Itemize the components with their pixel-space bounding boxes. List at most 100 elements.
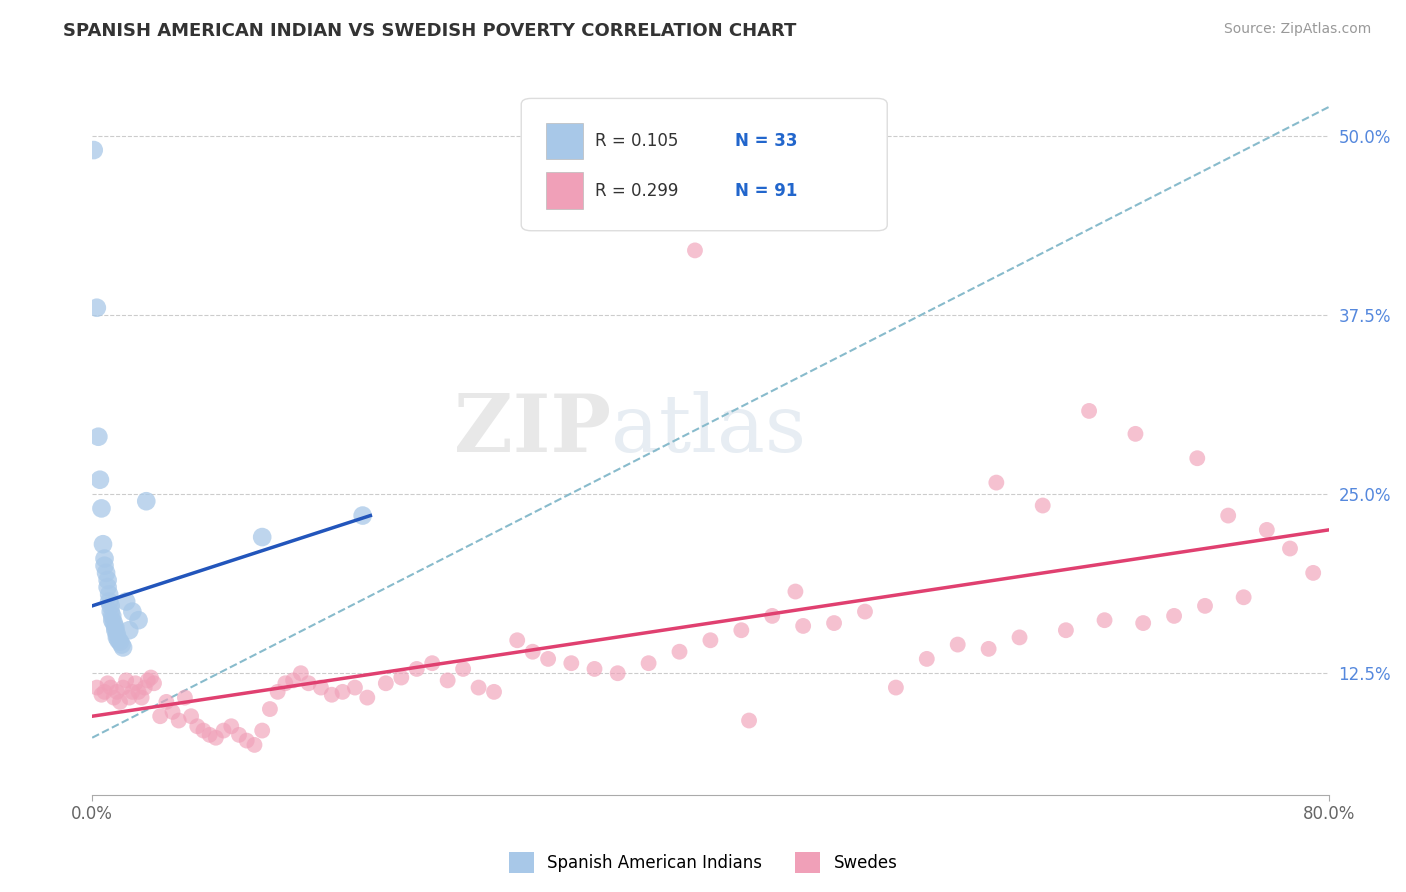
Point: [583, 662, 606, 676]
Point: [219, 719, 242, 733]
Point: [124, 676, 146, 690]
Point: [482, 685, 505, 699]
Point: [97, 573, 120, 587]
Point: [104, 624, 127, 638]
Point: [131, 690, 153, 705]
Point: [537, 652, 560, 666]
Point: [118, 624, 141, 638]
Point: [103, 616, 125, 631]
Point: [90, 501, 112, 516]
Point: [451, 662, 474, 676]
Point: [149, 709, 172, 723]
Point: [506, 633, 529, 648]
Point: [792, 619, 814, 633]
Point: [1032, 499, 1054, 513]
Point: [332, 685, 354, 699]
Point: [761, 608, 783, 623]
Point: [100, 599, 122, 613]
Point: [374, 676, 396, 690]
Point: [823, 616, 845, 631]
Text: R = 0.299: R = 0.299: [595, 182, 679, 200]
Point: [87, 430, 110, 444]
Point: [637, 656, 659, 670]
Point: [343, 681, 366, 695]
Point: [103, 690, 125, 705]
Point: [105, 685, 128, 699]
Text: SPANISH AMERICAN INDIAN VS SWEDISH POVERTY CORRELATION CHART: SPANISH AMERICAN INDIAN VS SWEDISH POVER…: [63, 22, 797, 40]
Point: [139, 671, 162, 685]
Legend: Spanish American Indians, Swedes: Spanish American Indians, Swedes: [502, 846, 904, 880]
Point: [112, 640, 135, 655]
Point: [91, 537, 114, 551]
Point: [115, 673, 138, 688]
Point: [560, 656, 582, 670]
Point: [121, 685, 143, 699]
Point: [290, 666, 312, 681]
Point: [730, 624, 752, 638]
Point: [186, 719, 208, 733]
Point: [212, 723, 235, 738]
Point: [1008, 631, 1031, 645]
Point: [198, 728, 221, 742]
Point: [1256, 523, 1278, 537]
Point: [321, 688, 343, 702]
Point: [143, 676, 166, 690]
FancyBboxPatch shape: [546, 172, 583, 209]
Point: [436, 673, 458, 688]
FancyBboxPatch shape: [522, 98, 887, 231]
Point: [98, 594, 121, 608]
Point: [467, 681, 489, 695]
Point: [162, 705, 184, 719]
Point: [297, 676, 319, 690]
Point: [101, 608, 124, 623]
Point: [105, 627, 128, 641]
Point: [94, 566, 117, 580]
Point: [193, 723, 215, 738]
Point: [235, 733, 257, 747]
Point: [97, 580, 120, 594]
Point: [89, 473, 111, 487]
Point: [86, 301, 108, 315]
Point: [281, 673, 304, 688]
Point: [738, 714, 761, 728]
Point: [1163, 608, 1185, 623]
Point: [915, 652, 938, 666]
Point: [1132, 616, 1154, 631]
Point: [1233, 591, 1256, 605]
Point: [352, 508, 374, 523]
Text: N = 33: N = 33: [735, 132, 797, 150]
Point: [668, 645, 690, 659]
Point: [853, 605, 876, 619]
Text: atlas: atlas: [612, 391, 807, 468]
Point: [606, 666, 628, 681]
Point: [100, 605, 122, 619]
Point: [884, 681, 907, 695]
Point: [167, 714, 190, 728]
Point: [93, 551, 115, 566]
Point: [250, 530, 273, 544]
Point: [128, 613, 150, 627]
Point: [1279, 541, 1302, 556]
Point: [135, 494, 157, 508]
Point: [101, 613, 124, 627]
Point: [785, 584, 807, 599]
Point: [309, 681, 332, 695]
Point: [977, 641, 1000, 656]
Point: [1194, 599, 1216, 613]
Point: [112, 681, 135, 695]
Point: [266, 685, 288, 699]
Point: [274, 676, 297, 690]
Point: [243, 738, 266, 752]
Point: [250, 723, 273, 738]
Point: [405, 662, 427, 676]
Point: [1054, 624, 1077, 638]
Point: [228, 728, 250, 742]
Point: [522, 645, 544, 659]
Point: [986, 475, 1008, 490]
Point: [1187, 451, 1209, 466]
Point: [205, 731, 228, 745]
Point: [389, 671, 412, 685]
Point: [107, 633, 129, 648]
Point: [1078, 404, 1101, 418]
Point: [1218, 508, 1240, 523]
